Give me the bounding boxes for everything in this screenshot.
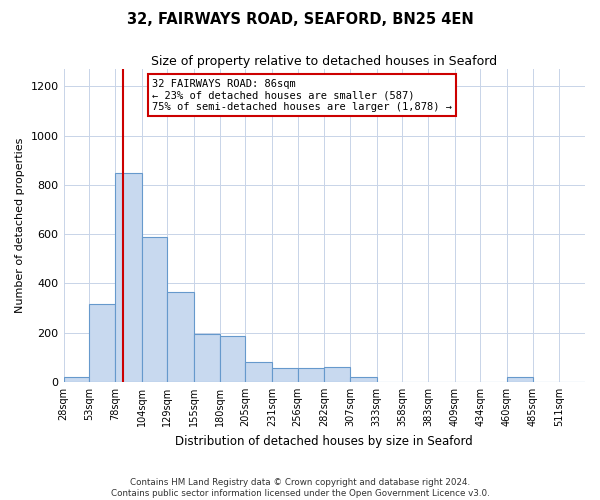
Bar <box>245 362 272 382</box>
Y-axis label: Number of detached properties: Number of detached properties <box>15 138 25 313</box>
Bar <box>142 236 167 382</box>
Bar <box>194 334 220 382</box>
Title: Size of property relative to detached houses in Seaford: Size of property relative to detached ho… <box>151 55 497 68</box>
Text: Contains HM Land Registry data © Crown copyright and database right 2024.
Contai: Contains HM Land Registry data © Crown c… <box>110 478 490 498</box>
Bar <box>220 336 245 382</box>
Bar <box>115 172 142 382</box>
Text: 32 FAIRWAYS ROAD: 86sqm
← 23% of detached houses are smaller (587)
75% of semi-d: 32 FAIRWAYS ROAD: 86sqm ← 23% of detache… <box>152 78 452 112</box>
Bar <box>324 367 350 382</box>
Bar <box>64 377 89 382</box>
Bar <box>507 377 533 382</box>
Bar <box>89 304 115 382</box>
Bar <box>272 368 298 382</box>
X-axis label: Distribution of detached houses by size in Seaford: Distribution of detached houses by size … <box>175 434 473 448</box>
Bar <box>298 368 324 382</box>
Bar <box>167 292 194 382</box>
Bar <box>350 377 377 382</box>
Text: 32, FAIRWAYS ROAD, SEAFORD, BN25 4EN: 32, FAIRWAYS ROAD, SEAFORD, BN25 4EN <box>127 12 473 28</box>
